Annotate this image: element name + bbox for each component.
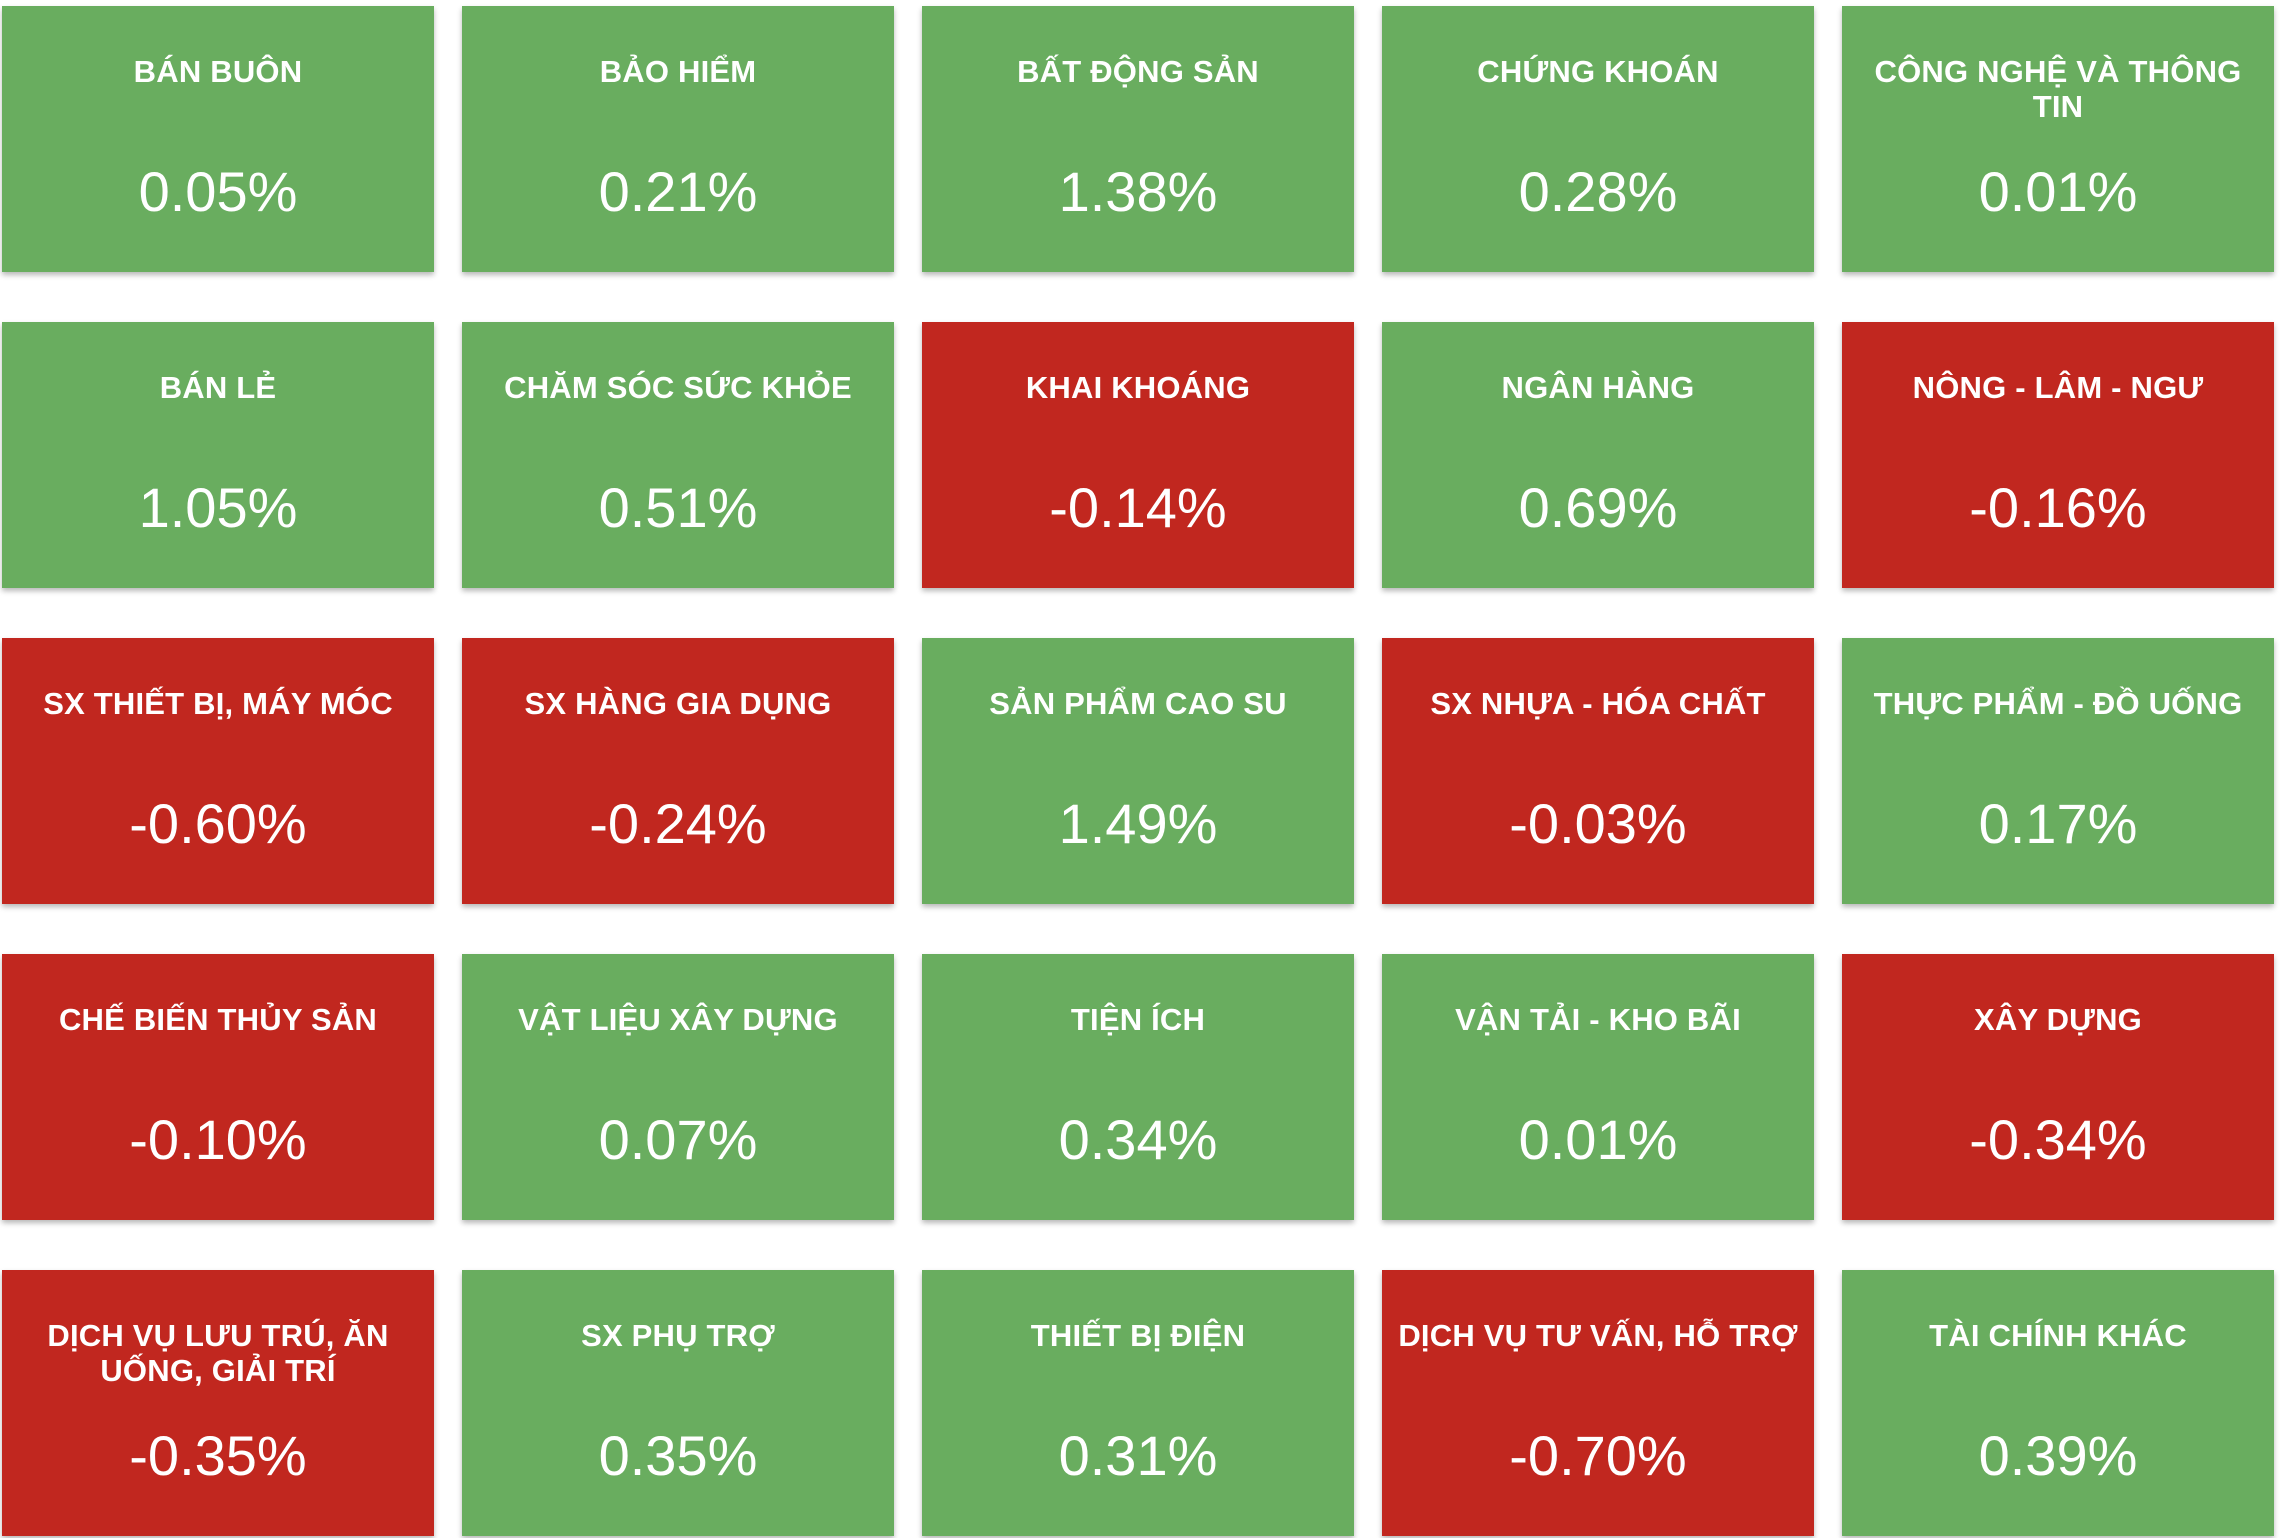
sector-change-value: -0.60% — [129, 792, 307, 855]
sector-tile[interactable]: TIỆN ÍCH 0.34% — [922, 954, 1354, 1220]
sector-name: BÁN BUÔN — [133, 54, 303, 89]
sector-tile[interactable]: BẢO HIỂM 0.21% — [462, 6, 894, 272]
sector-tile[interactable]: VẬT LIỆU XÂY DỰNG 0.07% — [462, 954, 894, 1220]
sector-name: SẢN PHẨM CAO SU — [989, 686, 1287, 721]
sector-tile[interactable]: BẤT ĐỘNG SẢN 1.38% — [922, 6, 1354, 272]
sector-change-value: 0.34% — [1058, 1108, 1218, 1171]
sector-change-value: 1.49% — [1058, 792, 1218, 855]
sector-tile[interactable]: XÂY DỰNG -0.34% — [1842, 954, 2274, 1220]
sector-name: CHẾ BIẾN THỦY SẢN — [58, 1002, 378, 1037]
sector-name: NGÂN HÀNG — [1501, 370, 1695, 405]
sector-name: VẬN TẢI - KHO BÃI — [1455, 1002, 1741, 1037]
sector-tile[interactable]: SX THIẾT BỊ, MÁY MÓC -0.60% — [2, 638, 434, 904]
sector-name: BẤT ĐỘNG SẢN — [1017, 54, 1259, 89]
sector-tile[interactable]: CHĂM SÓC SỨC KHỎE 0.51% — [462, 322, 894, 588]
sector-change-value: -0.03% — [1509, 792, 1687, 855]
sector-change-value: 1.38% — [1058, 160, 1218, 223]
sector-name: SX HÀNG GIA DỤNG — [524, 686, 832, 721]
sector-tile[interactable]: BÁN BUÔN 0.05% — [2, 6, 434, 272]
sector-tile[interactable]: SX NHỰA - HÓA CHẤT -0.03% — [1382, 638, 1814, 904]
sector-name: BÁN LẺ — [159, 370, 277, 405]
sector-tile[interactable]: CÔNG NGHỆ VÀ THÔNG TIN 0.01% — [1842, 6, 2274, 272]
sector-name: SX THIẾT BỊ, MÁY MÓC — [43, 686, 393, 721]
sector-name: BẢO HIỂM — [599, 54, 757, 89]
sector-name: NÔNG - LÂM - NGƯ — [1912, 370, 2204, 405]
sector-tile[interactable]: SX HÀNG GIA DỤNG -0.24% — [462, 638, 894, 904]
sector-change-value: -0.16% — [1969, 476, 2147, 539]
sector-tile[interactable]: CHẾ BIẾN THỦY SẢN -0.10% — [2, 954, 434, 1220]
sector-tile[interactable]: NGÂN HÀNG 0.69% — [1382, 322, 1814, 588]
sector-change-value: 0.01% — [1518, 1108, 1678, 1171]
sector-name: DỊCH VỤ TƯ VẤN, HỖ TRỢ — [1398, 1318, 1798, 1353]
sector-tile[interactable]: NÔNG - LÂM - NGƯ -0.16% — [1842, 322, 2274, 588]
sector-name: CÔNG NGHỆ VÀ THÔNG TIN — [1874, 54, 2242, 124]
sector-name: THIẾT BỊ ĐIỆN — [1030, 1318, 1246, 1353]
sector-name: TIỆN ÍCH — [1070, 1002, 1206, 1037]
sector-change-value: 0.69% — [1518, 476, 1678, 539]
sector-tile[interactable]: SX PHỤ TRỢ 0.35% — [462, 1270, 894, 1536]
sector-change-value: 0.05% — [138, 160, 298, 223]
sector-change-value: 0.35% — [598, 1424, 758, 1487]
sector-change-value: 0.21% — [598, 160, 758, 223]
sector-change-value: 0.17% — [1978, 792, 2138, 855]
sector-change-value: -0.10% — [129, 1108, 307, 1171]
sector-change-value: -0.24% — [589, 792, 767, 855]
sector-tile[interactable]: THIẾT BỊ ĐIỆN 0.31% — [922, 1270, 1354, 1536]
sector-tile[interactable]: SẢN PHẨM CAO SU 1.49% — [922, 638, 1354, 904]
sector-name: XÂY DỰNG — [1974, 1002, 2142, 1037]
sector-change-value: 0.28% — [1518, 160, 1678, 223]
sector-change-value: 0.51% — [598, 476, 758, 539]
sector-tile[interactable]: KHAI KHOÁNG -0.14% — [922, 322, 1354, 588]
sector-name: KHAI KHOÁNG — [1025, 370, 1251, 405]
sector-name: SX NHỰA - HÓA CHẤT — [1430, 686, 1766, 721]
sector-name: CHĂM SÓC SỨC KHỎE — [504, 370, 852, 405]
sector-name: DỊCH VỤ LƯU TRÚ, ĂN UỐNG, GIẢI TRÍ — [47, 1318, 389, 1388]
sector-name: VẬT LIỆU XÂY DỰNG — [518, 1002, 838, 1037]
sector-tile[interactable]: CHỨNG KHOÁN 0.28% — [1382, 6, 1814, 272]
sector-change-value: 1.05% — [138, 476, 298, 539]
sector-change-value: -0.35% — [129, 1424, 307, 1487]
sector-change-value: -0.70% — [1509, 1424, 1687, 1487]
sector-tile[interactable]: TÀI CHÍNH KHÁC 0.39% — [1842, 1270, 2274, 1536]
sector-name: TÀI CHÍNH KHÁC — [1929, 1318, 2187, 1353]
sector-tile[interactable]: VẬN TẢI - KHO BÃI 0.01% — [1382, 954, 1814, 1220]
sector-tile[interactable]: DỊCH VỤ LƯU TRÚ, ĂN UỐNG, GIẢI TRÍ -0.35% — [2, 1270, 434, 1536]
sector-tile[interactable]: BÁN LẺ 1.05% — [2, 322, 434, 588]
sector-change-value: 0.39% — [1978, 1424, 2138, 1487]
sector-change-value: 0.07% — [598, 1108, 758, 1171]
sector-change-value: -0.14% — [1049, 476, 1227, 539]
sector-name: SX PHỤ TRỢ — [581, 1318, 775, 1353]
sector-change-value: 0.31% — [1058, 1424, 1218, 1487]
sector-name: THỰC PHẨM - ĐỒ UỐNG — [1873, 686, 2243, 721]
sector-tile[interactable]: THỰC PHẨM - ĐỒ UỐNG 0.17% — [1842, 638, 2274, 904]
sector-change-value: -0.34% — [1969, 1108, 2147, 1171]
sector-name: CHỨNG KHOÁN — [1477, 54, 1719, 89]
sector-tile[interactable]: DỊCH VỤ TƯ VẤN, HỖ TRỢ -0.70% — [1382, 1270, 1814, 1536]
sector-change-value: 0.01% — [1978, 160, 2138, 223]
